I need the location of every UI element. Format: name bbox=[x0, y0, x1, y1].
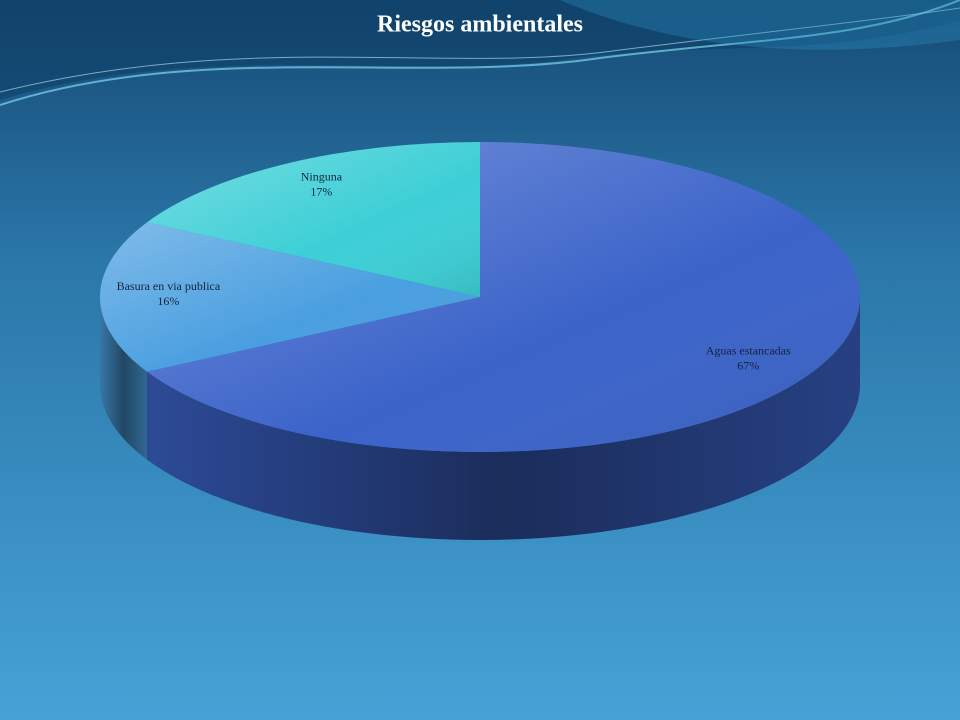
label-category: Basura en via publica bbox=[117, 279, 221, 293]
header-wave-line bbox=[0, 0, 960, 106]
label-category: Aguas estancadas bbox=[706, 344, 791, 358]
slice-sheen bbox=[99, 222, 480, 372]
data-label: Ninguna 17% bbox=[301, 170, 343, 199]
slice-side-shade bbox=[147, 297, 860, 541]
header-wave-line bbox=[0, 7, 960, 93]
label-category: Ninguna bbox=[301, 170, 343, 184]
chart-title: Riesgos ambientales bbox=[377, 12, 583, 38]
header-wave bbox=[560, 0, 960, 50]
data-label: Aguas estancadas 67% bbox=[706, 344, 791, 373]
label-value: 16% bbox=[157, 294, 179, 308]
data-label: Basura en via publica 16% bbox=[117, 279, 221, 308]
slice-side-shade bbox=[100, 297, 147, 460]
slice-sheen bbox=[147, 142, 860, 452]
header-wave bbox=[0, 0, 960, 100]
label-value: 67% bbox=[737, 359, 759, 373]
label-value: 17% bbox=[310, 185, 332, 199]
slice-sheen bbox=[147, 142, 480, 297]
pie: Aguas estancadas 67% Basura en via publica… bbox=[99, 142, 860, 541]
